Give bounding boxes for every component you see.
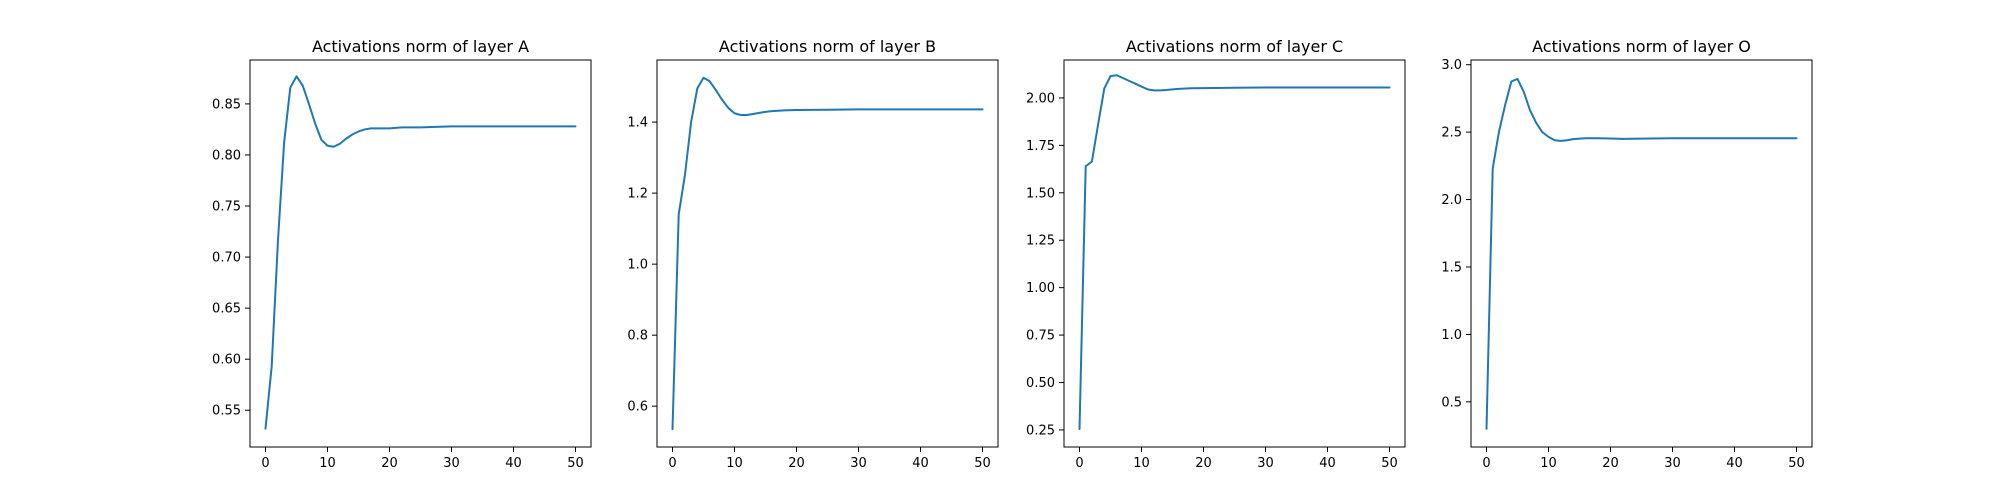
x-tick-label: 10: [1133, 456, 1150, 471]
y-tick-label: 0.5: [1441, 395, 1462, 410]
y-tick-label: 1.75: [1026, 139, 1055, 154]
x-tick-label: 30: [1257, 456, 1274, 471]
x-tick-label: 30: [1664, 456, 1681, 471]
x-tick-label: 40: [505, 456, 522, 471]
y-tick-label: 1.5: [1441, 260, 1462, 275]
x-tick-label: 50: [1788, 456, 1805, 471]
x-tick-label: 20: [1602, 456, 1619, 471]
y-tick-label: 0.6: [627, 400, 648, 415]
x-tick-label: 50: [1381, 456, 1398, 471]
chart-panel-2: Activations norm of layer B 0 10 20 30 40 50 0.…: [627, 37, 999, 471]
series-line: [1078, 74, 1391, 430]
x-tick-label: 10: [726, 456, 743, 471]
y-tick-label: 1.0: [627, 258, 648, 273]
chart-panel-1: Activations norm of layer A 0 10 20 30 40 50 0.…: [212, 37, 592, 471]
y-tick-label: 1.50: [1026, 186, 1055, 201]
y-tick-label: 0.75: [1026, 329, 1055, 344]
y-tick-label: 1.25: [1026, 234, 1055, 249]
x-tick-label: 0: [668, 456, 676, 471]
y-tick-label: 0.80: [212, 148, 241, 163]
y-tick-label: 0.85: [212, 97, 241, 112]
chart-title: Activations norm of layer O: [1532, 37, 1751, 56]
y-tick-label: 1.0: [1441, 328, 1462, 343]
chart-title: Activations norm of layer A: [312, 37, 529, 56]
y-tick-label: 1.4: [627, 116, 648, 131]
x-tick-label: 50: [567, 456, 584, 471]
y-tick-label: 3.0: [1441, 58, 1462, 73]
x-tick-label: 50: [974, 456, 991, 471]
x-tick-label: 30: [850, 456, 867, 471]
series-line: [264, 75, 577, 430]
chart-panel-3: Activations norm of layer C 0 10 20 30 40 50 0.…: [1026, 37, 1406, 471]
axes-frame: [656, 59, 999, 448]
x-tick-label: 10: [319, 456, 336, 471]
y-tick-label: 0.70: [212, 251, 241, 266]
x-tick-label: 0: [1075, 456, 1083, 471]
y-tick-label: 1.00: [1026, 281, 1055, 296]
axes-frame: [249, 59, 592, 448]
y-tick-label: 1.2: [627, 187, 648, 202]
axes-frame: [1063, 59, 1406, 448]
series-line: [1485, 77, 1798, 430]
y-tick-label: 0.25: [1026, 423, 1055, 438]
x-tick-label: 20: [381, 456, 398, 471]
x-tick-label: 30: [443, 456, 460, 471]
series-line: [671, 76, 984, 431]
y-tick-label: 2.00: [1026, 91, 1055, 106]
chart-panel-4: Activations norm of layer O 0 10 20 30 40 50 0.…: [1441, 37, 1813, 471]
y-tick-label: 2.5: [1441, 126, 1462, 141]
y-tick-label: 0.55: [212, 404, 241, 419]
x-tick-label: 40: [1726, 456, 1743, 471]
x-tick-label: 40: [1319, 456, 1336, 471]
y-tick-label: 0.60: [212, 353, 241, 368]
x-tick-label: 0: [1482, 456, 1490, 471]
y-tick-label: 2.0: [1441, 193, 1462, 208]
x-tick-label: 10: [1540, 456, 1557, 471]
y-tick-label: 0.8: [627, 329, 648, 344]
x-tick-label: 0: [261, 456, 269, 471]
x-tick-label: 20: [1195, 456, 1212, 471]
chart-title: Activations norm of layer C: [1126, 37, 1343, 56]
x-tick-label: 20: [788, 456, 805, 471]
chart-title: Activations norm of layer B: [719, 37, 936, 56]
y-tick-label: 0.50: [1026, 376, 1055, 391]
y-tick-label: 0.75: [212, 200, 241, 215]
axes-frame: [1470, 59, 1813, 448]
x-tick-label: 40: [912, 456, 929, 471]
y-tick-label: 0.65: [212, 302, 241, 317]
